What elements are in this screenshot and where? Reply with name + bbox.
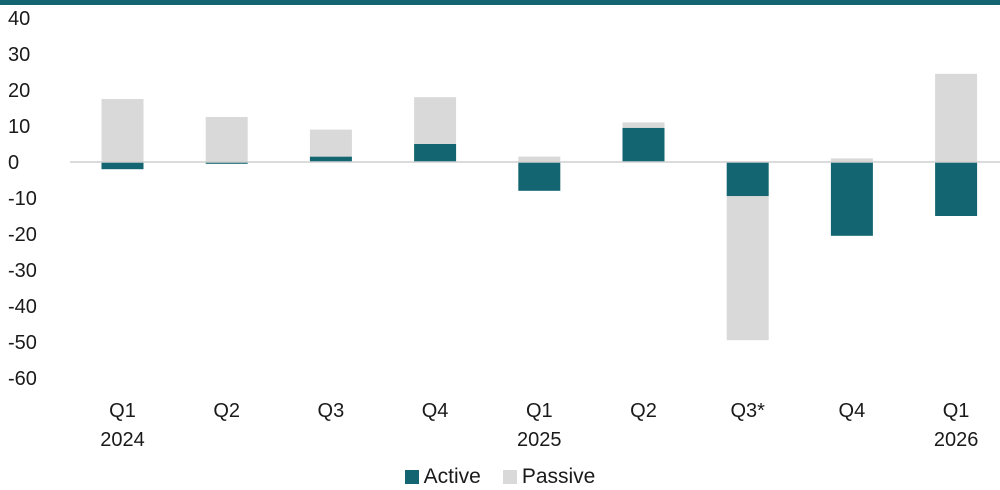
x-axis: Q1 2024 Q2 Q3 Q4 Q1 2025 Q2 Q3* Q4 Q1 2026	[100, 400, 978, 451]
legend-swatch-passive	[502, 470, 517, 484]
x-tick-label: Q2	[213, 400, 240, 422]
bar-active	[414, 144, 457, 162]
y-tick-label: -30	[8, 260, 37, 282]
stacked-bar-chart: 40 30 20 10 0 -10 -20 -30 -40 -50 -60 Q1 2024 Q2 Q3 Q4…	[8, 8, 1000, 451]
legend-item-active: Active	[404, 465, 481, 489]
bar-active	[622, 127, 665, 162]
x-tick-label: Q3	[318, 400, 345, 422]
bar-passive	[205, 117, 248, 162]
y-tick-label: -20	[8, 224, 37, 246]
x-tick-year-label: 2024	[100, 429, 145, 451]
y-tick-label: -60	[8, 368, 37, 390]
x-tick-label: Q4	[839, 400, 866, 422]
x-tick-label: Q1	[526, 400, 553, 422]
y-tick-label: 10	[8, 116, 30, 138]
bar-active	[309, 156, 352, 162]
bar-active	[518, 162, 561, 191]
bar-passive	[414, 97, 457, 144]
y-axis: 40 30 20 10 0 -10 -20 -30 -40 -50 -60	[8, 8, 37, 390]
bar-passive	[101, 99, 144, 162]
x-tick-year-label: 2026	[934, 429, 979, 451]
y-tick-label: 20	[8, 80, 30, 102]
x-tick-label: Q4	[422, 400, 449, 422]
bar-active	[830, 162, 873, 236]
bar-passive	[830, 158, 873, 162]
bar-active	[205, 162, 248, 164]
y-tick-label: 30	[8, 44, 30, 66]
x-tick-label: Q1	[109, 400, 136, 422]
y-tick-label: -10	[8, 188, 37, 210]
x-tick-label: Q3*	[730, 400, 765, 422]
y-tick-label: -50	[8, 332, 37, 354]
bar-active	[101, 162, 144, 170]
bar-passive	[309, 129, 352, 157]
y-tick-label: 0	[8, 152, 19, 174]
bars	[101, 73, 978, 341]
x-tick-label: Q1	[943, 400, 970, 422]
legend-item-passive: Passive	[502, 465, 596, 489]
y-tick-label: 40	[8, 8, 30, 30]
legend: Active Passive	[0, 464, 1000, 490]
legend-label-passive: Passive	[521, 465, 596, 488]
legend-swatch-active	[404, 470, 419, 484]
y-tick-label: -40	[8, 296, 37, 318]
bar-passive	[726, 196, 769, 341]
bar-passive	[518, 156, 561, 162]
bar-active	[726, 162, 769, 197]
x-tick-label: Q2	[630, 400, 657, 422]
bar-passive	[935, 73, 978, 162]
bar-passive	[622, 122, 665, 128]
legend-label-active: Active	[423, 465, 481, 488]
top-accent-rule	[0, 0, 1000, 5]
bar-active	[935, 162, 978, 216]
x-tick-year-label: 2025	[517, 429, 562, 451]
